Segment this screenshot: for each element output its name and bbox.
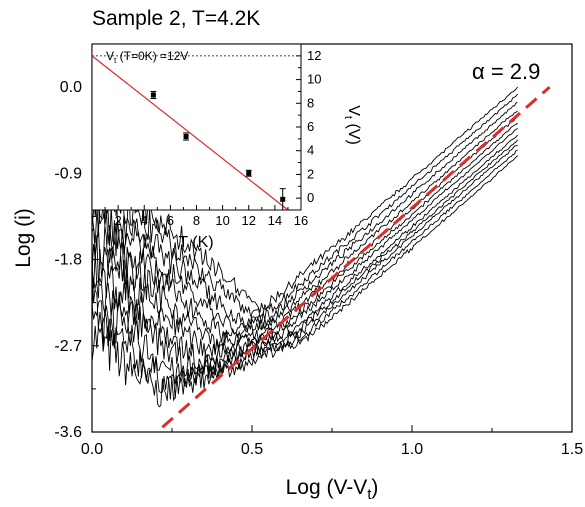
- inset-y-tick-label: 8: [307, 95, 314, 110]
- inset-plot: 2 4 6 8 10 12 14 16 0 2 4 6 8 10 12 Vt (T=0K) =12V T …: [91, 43, 362, 251]
- alpha-annotation: α = 2.9: [472, 59, 540, 84]
- main-x-axis-label: Log (V-Vt): [286, 476, 379, 503]
- inset-x-axis-label: T (K): [178, 234, 213, 251]
- inset-point: [150, 92, 156, 98]
- inset-annotation-sub: t: [114, 55, 117, 65]
- main-y-tick-label: -0.9: [54, 165, 82, 182]
- main-fit-line: [161, 85, 551, 429]
- inset-x-tick-label: 8: [193, 213, 200, 228]
- main-x-tick-label: 1.0: [401, 441, 423, 458]
- inset-fit-line: [91, 55, 289, 211]
- inset-y-tick-label: 12: [307, 48, 321, 63]
- inset-annotation: Vt (T=0K) =12V: [106, 49, 188, 65]
- inset-x-tick-label: 10: [215, 213, 229, 228]
- inset-x-tick-label: 16: [294, 213, 308, 228]
- main-series-group: [91, 86, 518, 408]
- main-series-line: [91, 144, 518, 353]
- inset-x-ticks: 2 4 6 8 10 12 14 16: [104, 205, 308, 228]
- inset-points-group: [150, 90, 286, 211]
- inset-y-axis-label-sub: t: [342, 116, 354, 120]
- inset-x-tick-label: 2: [115, 213, 122, 228]
- inset-annotation-main: V: [106, 49, 114, 63]
- main-y-tick-label: -3.6: [54, 424, 82, 441]
- main-x-tick-label: 0.0: [81, 441, 103, 458]
- inset-y-tick-label: 2: [307, 166, 314, 181]
- inset-y-axis-label-main: V: [345, 105, 362, 116]
- inset-plot-frame: [91, 43, 302, 211]
- main-x-axis-label-sub: t: [367, 487, 371, 503]
- main-y-ticks: 0.0 -0.9 -1.8 -2.7 -3.6: [54, 79, 99, 441]
- inset-y-ticks: 0 2 4 6 8 10 12: [296, 48, 321, 205]
- main-x-axis-label-close: ): [371, 476, 378, 499]
- main-series-line: [91, 110, 518, 389]
- main-y-tick-label: 0.0: [60, 79, 82, 96]
- inset-point: [246, 170, 252, 176]
- main-y-tick-label: -1.8: [54, 252, 82, 269]
- main-series-line: [91, 93, 518, 400]
- main-series-line: [91, 149, 518, 350]
- main-series-line: [91, 127, 518, 372]
- inset-point: [183, 133, 189, 139]
- main-x-ticks: 0.0 0.5 1.0 1.5: [81, 425, 583, 458]
- inset-y-axis-label: Vt (V): [342, 105, 362, 145]
- main-series-line: [91, 141, 518, 345]
- main-y-axis-label: Log (i): [12, 208, 35, 268]
- inset-y-tick-label: 0: [307, 190, 314, 205]
- inset-point: [280, 196, 286, 202]
- main-x-tick-label: 1.5: [561, 441, 583, 458]
- main-plot: 0.0 0.5 1.0 1.5 0.0 -0.9 -1.8 -2.7 -3.6 α = 2.9: [54, 43, 583, 458]
- main-y-tick-label: -2.7: [54, 338, 82, 355]
- main-series-line: [91, 134, 518, 365]
- inset-x-tick-label: 6: [167, 213, 174, 228]
- main-series-line: [91, 102, 518, 393]
- main-x-axis-label-main: Log (V-V: [286, 476, 368, 499]
- main-x-tick-label: 0.5: [241, 441, 263, 458]
- inset-y-tick-label: 6: [307, 119, 314, 134]
- inset-annotation-rest: (T=0K) =12V: [116, 49, 188, 63]
- inset-x-tick-label: 14: [268, 213, 282, 228]
- inset-y-tick-label: 4: [307, 143, 314, 158]
- inset-y-axis-label-close: (V): [345, 119, 362, 145]
- inset-x-tick-label: 12: [242, 213, 256, 228]
- main-series-line: [91, 139, 518, 359]
- chart-title: Sample 2, T=4.2K: [92, 7, 260, 30]
- inset-x-tick-label: 4: [141, 213, 148, 228]
- inset-y-tick-label: 10: [307, 72, 321, 87]
